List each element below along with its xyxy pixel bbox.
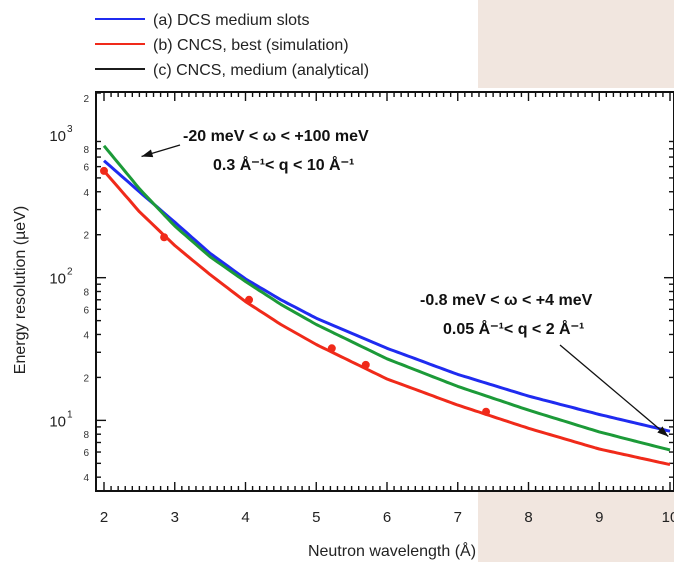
data-series — [100, 144, 671, 467]
annotation-arrow-lower-line — [559, 344, 669, 437]
y-minor-tick-label: 2 — [83, 373, 89, 384]
annotation-arrow-lower-head — [657, 426, 669, 437]
x-tick-label: 8 — [524, 509, 532, 526]
annotations: -20 meV < ω < +100 meV 0.3 Å⁻¹< q < 10 Å⁻… — [141, 128, 669, 437]
x-tick-label: 4 — [241, 509, 249, 526]
series-c-cncs-medium-line — [102, 144, 671, 452]
series-b-marker — [482, 407, 491, 416]
legend-label-c: (c) CNCS, medium (analytical) — [153, 62, 369, 79]
annotation-high-energy-range: -20 meV < ω < +100 meV — [183, 128, 369, 145]
x-tick-label: 2 — [100, 509, 108, 526]
background-patch-bottom — [478, 492, 674, 562]
y-tick-label: 10 — [49, 128, 66, 145]
series-a-dcs-line — [103, 159, 671, 433]
x-tick-label: 7 — [454, 509, 462, 526]
series-b-marker — [100, 166, 108, 175]
x-tick-label: 3 — [171, 509, 179, 526]
y-tick-label: 10 — [49, 271, 66, 288]
y-tick-exponent: 1 — [67, 409, 73, 420]
y-tick-exponent: 2 — [67, 267, 73, 278]
series-b-marker — [245, 295, 254, 304]
y-minor-tick-label: 4 — [83, 330, 89, 341]
legend-label-a: (a) DCS medium slots — [153, 12, 309, 29]
y-minor-tick-label: 8 — [83, 145, 89, 156]
x-tick-label: 6 — [383, 509, 391, 526]
annotation-low-energy-range: -0.8 meV < ω < +4 meV — [420, 292, 593, 309]
background-patch-top — [478, 0, 674, 88]
annotation-low-q-range: 0.05 Å⁻¹< q < 2 Å⁻¹ — [443, 319, 584, 338]
annotation-arrow-upper-head — [141, 149, 154, 158]
y-minor-tick-label: 2 — [83, 231, 89, 242]
legend-label-b: (b) CNCS, best (simulation) — [153, 37, 349, 54]
y-tick-label: 10 — [49, 413, 66, 430]
series-b-marker — [327, 344, 336, 353]
series-b-marker — [361, 360, 370, 369]
x-tick-label: 9 — [595, 509, 603, 526]
y-minor-tick-label: 8 — [83, 288, 89, 299]
y-axis-title: Energy resolution (µeV) — [12, 206, 29, 374]
legend: (a) DCS medium slots (b) CNCS, best (sim… — [95, 12, 369, 79]
y-minor-tick-label: 4 — [83, 188, 89, 199]
x-axis-title: Neutron wavelength (Å) — [308, 541, 476, 560]
axis-ticks: 2345678910101102103468246824682 — [49, 92, 674, 526]
y-minor-tick-label: 4 — [83, 473, 89, 484]
x-tick-label: 10 — [662, 509, 674, 526]
series-b-cncs-best-line — [102, 169, 671, 467]
y-minor-tick-label: 6 — [83, 448, 89, 459]
series-b-marker — [160, 233, 169, 242]
x-tick-label: 5 — [312, 509, 320, 526]
y-minor-tick-label: 8 — [83, 430, 89, 441]
y-minor-tick-label: 6 — [83, 163, 89, 174]
y-minor-tick-label: 6 — [83, 305, 89, 316]
y-tick-exponent: 3 — [67, 124, 73, 135]
annotation-high-q-range: 0.3 Å⁻¹< q < 10 Å⁻¹ — [213, 155, 354, 174]
y-minor-tick-label: 2 — [83, 94, 89, 105]
